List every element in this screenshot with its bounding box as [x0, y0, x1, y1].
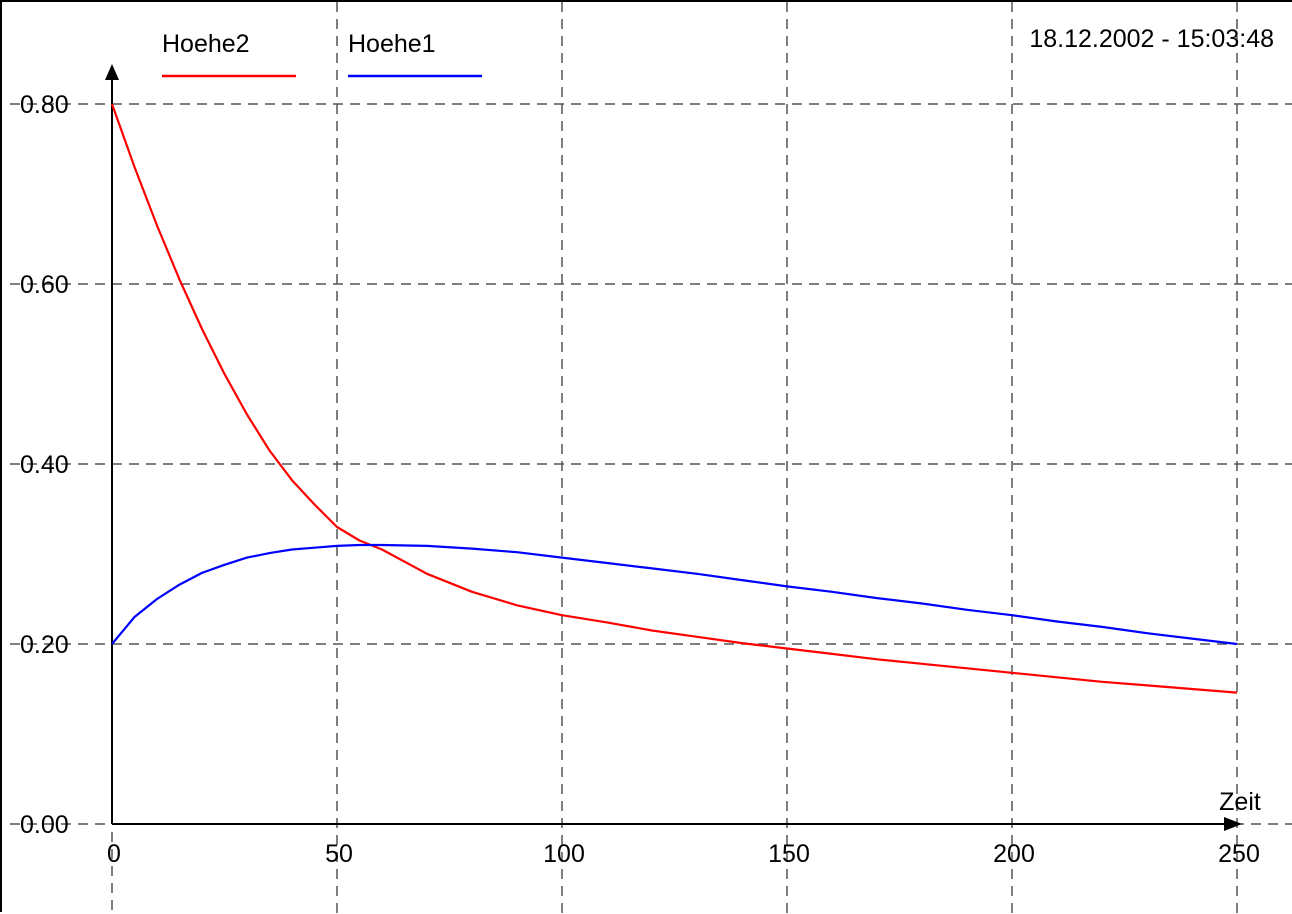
- legend-label: Hoehe1: [348, 30, 436, 58]
- y-tick-label: 0.20: [20, 631, 69, 659]
- x-tick-label: 200: [993, 840, 1035, 868]
- axes: [105, 64, 1242, 831]
- x-tick-label: 0: [107, 840, 121, 868]
- y-tick-label: 0.00: [20, 811, 69, 839]
- x-tick-label: 250: [1218, 840, 1260, 868]
- y-tick-label: 0.80: [20, 91, 69, 119]
- series-line-hoehe1: [111, 543, 1238, 646]
- series-line-hoehe2: [110, 103, 1238, 694]
- x-tick-label: 100: [543, 840, 585, 868]
- x-tick-label: 50: [325, 840, 353, 868]
- tick-labels: 0.00 0.20 0.40 0.60 0.80 0 50 100 150 200 250: [20, 91, 1260, 868]
- x-tick-label: 150: [768, 840, 810, 868]
- series: [110, 103, 1238, 694]
- legend: Hoehe2 Hoehe1: [162, 30, 482, 78]
- y-tick-label: 0.60: [20, 271, 69, 299]
- legend-label: Hoehe2: [162, 30, 250, 58]
- x-axis-arrow-icon: [1224, 817, 1242, 831]
- y-tick-label: 0.40: [20, 451, 69, 479]
- grid: [10, 2, 1292, 914]
- timestamp: 18.12.2002 - 15:03:48: [1029, 25, 1274, 53]
- x-axis-label: Zeit: [1219, 788, 1261, 816]
- y-axis-arrow-icon: [105, 64, 119, 80]
